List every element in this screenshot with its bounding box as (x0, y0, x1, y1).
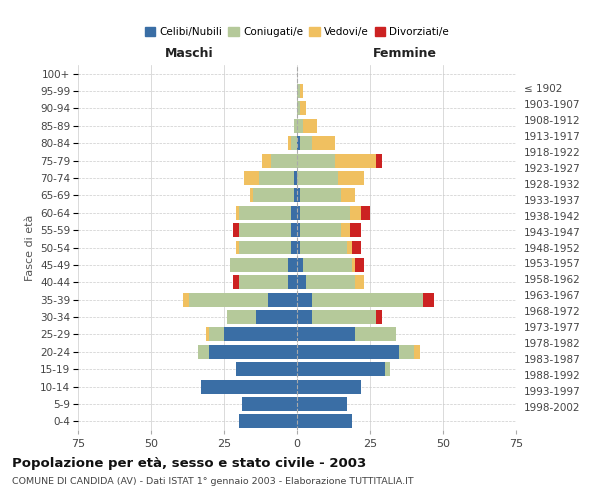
Bar (297, 223, 300, 237)
Bar (361, 206, 370, 220)
Bar (297, 292, 311, 306)
Bar (399, 345, 414, 358)
Bar (422, 292, 434, 306)
Bar (239, 276, 288, 289)
Bar (230, 258, 288, 272)
Bar (294, 119, 297, 133)
Bar (350, 223, 361, 237)
Bar (297, 102, 300, 116)
Bar (291, 240, 297, 254)
Bar (414, 345, 419, 358)
Bar (300, 206, 350, 220)
Bar (341, 223, 350, 237)
Bar (288, 258, 297, 272)
Text: Popolazione per età, sesso e stato civile - 2003: Popolazione per età, sesso e stato civil… (12, 456, 366, 469)
Bar (297, 84, 300, 98)
Bar (209, 328, 224, 342)
Bar (288, 276, 297, 289)
Bar (288, 136, 291, 150)
Bar (297, 310, 311, 324)
Bar (297, 240, 300, 254)
Bar (355, 328, 396, 342)
Bar (233, 276, 239, 289)
Bar (262, 154, 271, 168)
Bar (259, 171, 294, 185)
Bar (297, 258, 303, 272)
Bar (200, 380, 297, 394)
Bar (294, 188, 297, 202)
Bar (271, 154, 297, 168)
Bar (253, 188, 294, 202)
Bar (300, 136, 311, 150)
Bar (350, 206, 361, 220)
Bar (297, 414, 352, 428)
Bar (355, 258, 364, 272)
Bar (250, 188, 253, 202)
Bar (291, 206, 297, 220)
Bar (338, 171, 364, 185)
Bar (341, 188, 355, 202)
Bar (297, 328, 355, 342)
Bar (352, 240, 361, 254)
Bar (244, 171, 259, 185)
Bar (297, 276, 306, 289)
Bar (311, 292, 422, 306)
Bar (256, 310, 297, 324)
Bar (300, 223, 341, 237)
Bar (297, 119, 303, 133)
Bar (224, 328, 297, 342)
Bar (303, 119, 317, 133)
Bar (300, 240, 347, 254)
Bar (291, 136, 297, 150)
Bar (233, 223, 239, 237)
Bar (300, 188, 341, 202)
Bar (239, 206, 291, 220)
Bar (297, 188, 300, 202)
Bar (239, 240, 291, 254)
Bar (347, 240, 352, 254)
Bar (352, 258, 355, 272)
Bar (239, 223, 291, 237)
Bar (385, 362, 391, 376)
Bar (300, 102, 306, 116)
Bar (297, 397, 347, 411)
Bar (236, 362, 297, 376)
Text: Femmine: Femmine (373, 47, 437, 60)
Bar (306, 276, 355, 289)
Text: Maschi: Maschi (164, 47, 213, 60)
Bar (300, 84, 303, 98)
Bar (198, 345, 209, 358)
Bar (291, 223, 297, 237)
Text: COMUNE DI CANDIDA (AV) - Dati ISTAT 1° gennaio 2003 - Elaborazione TUTTITALIA.IT: COMUNE DI CANDIDA (AV) - Dati ISTAT 1° g… (12, 476, 413, 486)
Bar (239, 414, 297, 428)
Bar (227, 310, 256, 324)
Bar (311, 310, 376, 324)
Bar (297, 171, 338, 185)
Bar (297, 362, 385, 376)
Bar (236, 240, 239, 254)
Bar (183, 292, 189, 306)
Bar (297, 345, 399, 358)
Bar (209, 345, 297, 358)
Bar (376, 310, 382, 324)
Bar (242, 397, 297, 411)
Bar (206, 328, 209, 342)
Bar (335, 154, 376, 168)
Bar (355, 276, 364, 289)
Bar (294, 171, 297, 185)
Legend: Celibi/Nubili, Coniugati/e, Vedovi/e, Divorziati/e: Celibi/Nubili, Coniugati/e, Vedovi/e, Di… (140, 23, 454, 41)
Bar (303, 258, 352, 272)
Bar (297, 206, 300, 220)
Bar (189, 292, 268, 306)
Bar (268, 292, 297, 306)
Y-axis label: Fasce di età: Fasce di età (25, 214, 35, 280)
Bar (236, 206, 239, 220)
Bar (297, 380, 361, 394)
Bar (297, 154, 335, 168)
Bar (376, 154, 382, 168)
Bar (311, 136, 335, 150)
Bar (297, 136, 300, 150)
